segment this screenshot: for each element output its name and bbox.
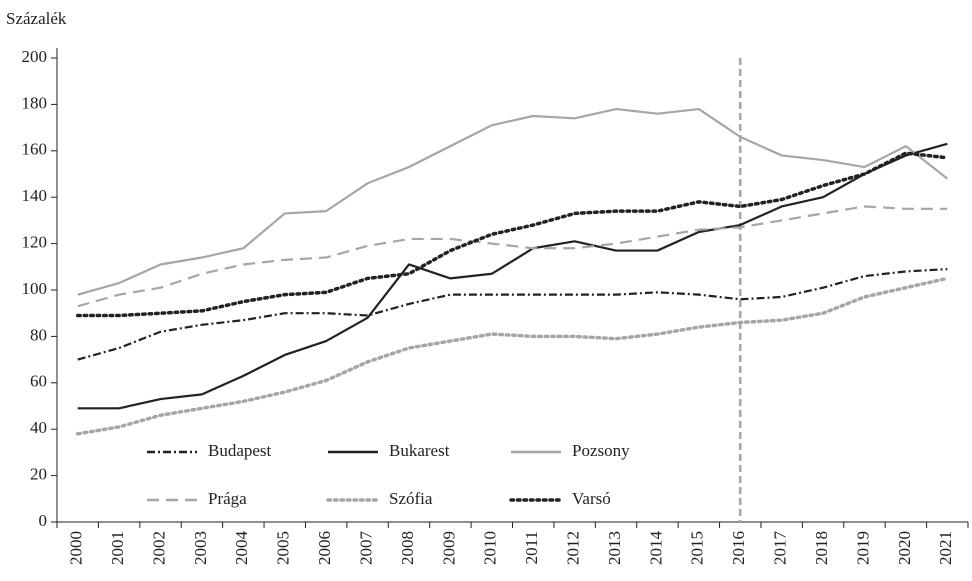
- y-tick-label: 20: [30, 465, 47, 484]
- y-tick-label: 160: [22, 140, 48, 159]
- y-tick-label: 200: [22, 47, 48, 66]
- x-tick-label: 2011: [522, 531, 541, 564]
- x-tick-label: 2004: [232, 531, 251, 566]
- x-tick-label: 2021: [936, 531, 955, 565]
- series-line: [77, 205, 948, 308]
- y-tick-label: 40: [30, 418, 47, 437]
- x-tick-label: 2001: [108, 531, 127, 565]
- y-tick-label: 180: [22, 93, 48, 112]
- legend-label: Prága: [208, 489, 247, 508]
- y-tick-label: 100: [22, 279, 48, 298]
- x-tick-label: 2010: [481, 531, 500, 565]
- x-tick-label: 2012: [564, 531, 583, 565]
- x-tick-label: 2009: [439, 531, 458, 565]
- y-axis-label: Százalék: [6, 9, 67, 28]
- legend-label: Varsó: [572, 489, 611, 508]
- legend-label: Pozsony: [572, 441, 630, 460]
- x-tick-label: 2014: [646, 531, 665, 566]
- y-tick-label: 60: [30, 372, 47, 391]
- x-tick-label: 2000: [67, 531, 86, 565]
- legend-label: Budapest: [208, 441, 272, 460]
- series-line: [77, 142, 948, 410]
- x-tick-label: 2005: [274, 531, 293, 565]
- x-tick-label: 2017: [771, 531, 790, 566]
- x-tick-label: 2007: [356, 531, 375, 566]
- x-tick-label: 2016: [729, 531, 748, 565]
- x-tick-label: 2002: [149, 531, 168, 565]
- x-tick-label: 2015: [688, 531, 707, 565]
- x-tick-label: 2019: [853, 531, 872, 565]
- x-tick-label: 2003: [191, 531, 210, 565]
- legend-label: Bukarest: [389, 441, 450, 460]
- series-line: [77, 107, 948, 296]
- y-tick-label: 140: [22, 186, 48, 205]
- series-line: [77, 268, 948, 361]
- legend-label: Szófia: [389, 489, 433, 508]
- x-tick-label: 2018: [812, 531, 831, 565]
- x-tick-label: 2006: [315, 531, 334, 565]
- x-tick-label: 2020: [895, 531, 914, 565]
- x-tick-label: 2013: [605, 531, 624, 565]
- series-line: [75, 276, 950, 436]
- x-tick-label: 2008: [398, 531, 417, 565]
- series-line: [75, 151, 950, 318]
- y-tick-label: 120: [22, 233, 48, 252]
- y-tick-label: 80: [30, 325, 47, 344]
- y-tick-label: 0: [39, 511, 48, 530]
